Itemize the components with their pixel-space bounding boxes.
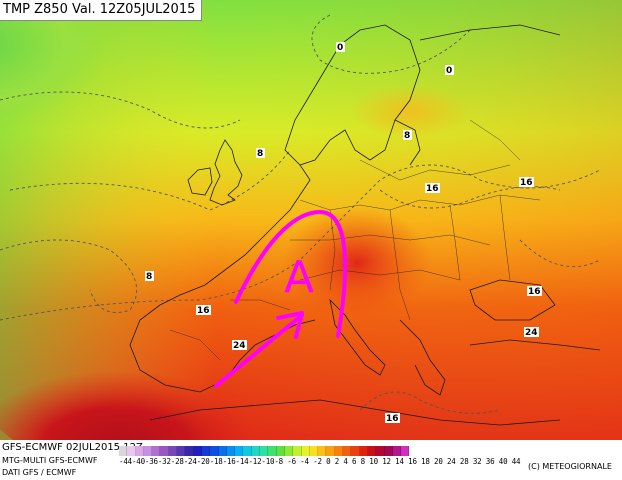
- scale-swatch: [293, 446, 302, 456]
- scale-swatch: [218, 446, 227, 456]
- scale-swatch: [326, 446, 335, 456]
- scale-swatch: [309, 446, 319, 456]
- scale-swatch: [143, 446, 153, 456]
- scale-swatch: [168, 446, 178, 456]
- isotherm-label: 16: [520, 178, 533, 188]
- heat-core-iberia: [0, 250, 430, 440]
- map-title: TMP Z850 Val. 12Z05JUL2015: [0, 0, 203, 21]
- flow-arrow-head: [276, 311, 304, 339]
- anticyclone-label: A: [284, 252, 314, 303]
- scale-swatch: [343, 446, 352, 456]
- scale-swatch: [318, 446, 327, 456]
- scale-swatch: [251, 446, 261, 456]
- scale-swatch: [376, 446, 385, 456]
- isotherm-label: 24: [233, 341, 246, 351]
- scale-swatch: [401, 446, 410, 456]
- scale-swatch: [268, 446, 277, 456]
- isotherm-label: 16: [528, 287, 541, 297]
- ridge-arc: [234, 209, 348, 338]
- scale-swatch: [334, 446, 344, 456]
- isotherm-label: 16: [386, 414, 399, 424]
- scale-swatch: [226, 446, 236, 456]
- color-scale-bar: [119, 446, 410, 456]
- scale-swatch: [152, 446, 161, 456]
- scale-swatch: [243, 446, 252, 456]
- color-scale-labels: -44-40-36-32-28-24-20-18-16-14-12-10-8 -…: [119, 457, 521, 466]
- coastlines: [129, 24, 601, 426]
- isotherm-label: 0: [446, 66, 452, 76]
- isotherm-lines: [0, 14, 601, 414]
- scale-swatch: [235, 446, 244, 456]
- scale-swatch: [177, 446, 186, 456]
- data-source-label: DATI GFS / ECMWF: [2, 468, 77, 477]
- anticyclone-annotation: A: [214, 209, 348, 388]
- borders: [169, 119, 541, 361]
- scale-swatch: [301, 446, 310, 456]
- scale-swatch: [185, 446, 194, 456]
- copyright-label: (C) METEOGIORNALE: [528, 462, 612, 471]
- multi-model-label: MTG-MULTI GFS-ECMWF: [2, 456, 98, 465]
- isotherm-label: 16: [426, 184, 439, 194]
- scale-swatch: [210, 446, 219, 456]
- scale-swatch: [160, 446, 169, 456]
- scale-swatch: [135, 446, 144, 456]
- isotherm-label: 0: [337, 43, 343, 53]
- scale-swatch: [284, 446, 294, 456]
- scale-swatch: [276, 446, 285, 456]
- scale-swatch: [260, 446, 269, 456]
- scale-swatch: [367, 446, 377, 456]
- scale-swatch: [392, 446, 402, 456]
- isotherm-label-group: 0 0 8 8 8 16 16 16 16 16 24 24: [145, 42, 542, 424]
- scale-swatch: [359, 446, 368, 456]
- scale-swatch: [127, 446, 136, 456]
- scale-swatch: [384, 446, 393, 456]
- model-run-label: GFS-ECMWF 02JUL2015 12Z: [2, 442, 143, 453]
- scale-swatch: [193, 446, 202, 456]
- scale-swatch: [351, 446, 360, 456]
- scale-swatch: [119, 446, 128, 456]
- heat-core-east: [400, 160, 622, 440]
- isotherm-label: 8: [146, 272, 152, 282]
- flow-arrow-shaft: [214, 313, 304, 388]
- temperature-map: 0 0 8 8 8 16 16 16 16 16 24 24 A: [0, 0, 622, 440]
- scale-swatch: [201, 446, 211, 456]
- isotherm-label: 8: [257, 149, 263, 159]
- isotherm-label: 24: [525, 328, 538, 338]
- isotherm-label: 8: [404, 131, 410, 141]
- isotherm-label: 16: [197, 306, 210, 316]
